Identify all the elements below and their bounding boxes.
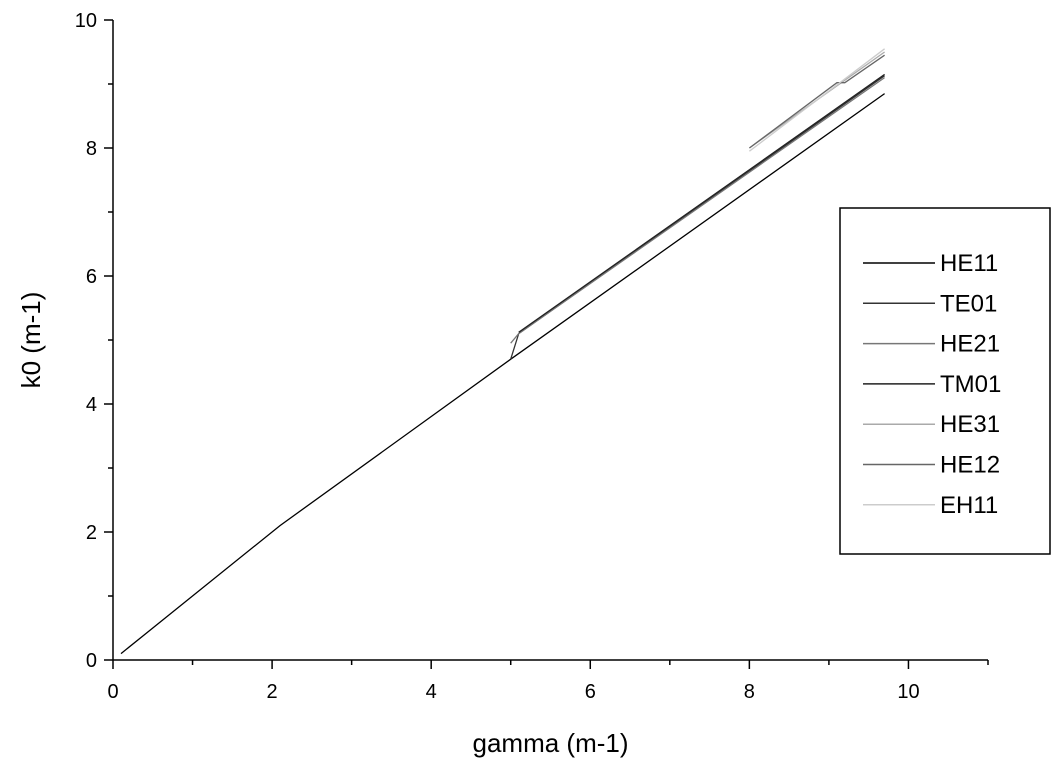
legend-label: HE11 [940, 250, 998, 277]
legend-label: HE31 [940, 411, 1000, 438]
y-tick-label: 0 [86, 650, 97, 672]
y-tick-label: 8 [86, 138, 97, 160]
legend-label: HE12 [940, 452, 1000, 479]
x-ticks: 0 2 4 6 8 10 [107, 660, 989, 703]
x-tick-label: 4 [426, 681, 437, 703]
series-line-te01 [510, 75, 885, 360]
series-lines [120, 48, 885, 655]
y-tick-label: 4 [86, 394, 97, 416]
y-axis-title: k0 (m-1) [16, 292, 46, 389]
series-line-tm01 [518, 73, 885, 333]
y-ticks: 0 2 4 6 8 10 [75, 10, 113, 672]
legend-label: EH11 [940, 492, 998, 519]
y-tick-label: 10 [75, 10, 97, 32]
legend: HE11 TE01 HE21 TM01 HE31 HE12 EH11 [839, 207, 1051, 555]
legend-label: TM01 [940, 371, 1001, 398]
legend-label: HE21 [940, 331, 1000, 358]
series-line-eh11 [749, 48, 885, 152]
y-tick-label: 6 [86, 266, 97, 288]
x-tick-label: 6 [585, 681, 596, 703]
x-tick-label: 0 [107, 681, 118, 703]
series-line-he11 [120, 93, 885, 655]
x-tick-label: 8 [744, 681, 755, 703]
x-tick-label: 2 [267, 681, 278, 703]
x-tick-label: 10 [897, 681, 919, 703]
x-axis-title: gamma (m-1) [472, 728, 628, 758]
series-line-he21 [510, 77, 885, 344]
legend-label: TE01 [940, 290, 997, 317]
y-tick-label: 2 [86, 522, 97, 544]
legend-box [839, 207, 1051, 555]
